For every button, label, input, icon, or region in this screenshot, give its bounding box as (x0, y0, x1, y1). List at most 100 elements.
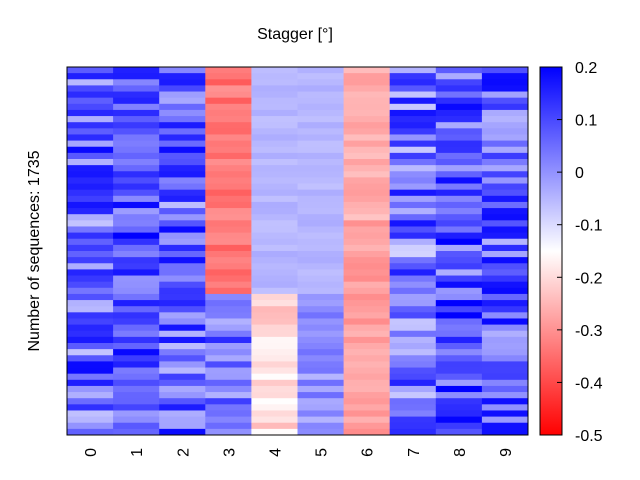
heatmap-cell (435, 398, 483, 405)
heatmap-cell (435, 214, 483, 221)
heatmap-cell (205, 220, 252, 227)
heatmap-cell (159, 404, 206, 411)
heatmap-cell (251, 404, 298, 411)
heatmap-cell (389, 214, 437, 221)
heatmap-cell (159, 73, 206, 80)
heatmap-cell (343, 232, 391, 240)
heatmap-cell (205, 416, 252, 424)
heatmap-cells (67, 67, 529, 436)
heatmap-cell (251, 146, 298, 154)
x-tick-label: 8 (452, 448, 469, 457)
heatmap-cell (481, 410, 529, 417)
heatmap-cell (481, 214, 529, 221)
colorbar (539, 66, 563, 436)
heatmap-cell (113, 324, 160, 332)
heatmap-cell (343, 257, 391, 264)
heatmap-cell (113, 355, 160, 362)
heatmap-cell (389, 404, 437, 411)
heatmap-cell (297, 152, 344, 160)
heatmap-cell (297, 416, 344, 424)
heatmap-cell (251, 226, 298, 233)
heatmap-cell (67, 183, 114, 191)
heatmap-cell (297, 159, 344, 166)
heatmap-cell (389, 134, 437, 141)
heatmap-cell (205, 79, 252, 86)
heatmap-cell (389, 306, 437, 313)
heatmap-cell (113, 257, 160, 264)
heatmap-cell (435, 410, 483, 417)
heatmap-cell (205, 336, 252, 344)
heatmap-cell (205, 159, 252, 166)
heatmap-cell (159, 361, 206, 368)
heatmap-cell (481, 91, 529, 99)
heatmap-cell (481, 361, 529, 368)
heatmap-cell (159, 109, 206, 117)
heatmap-cell (67, 159, 114, 166)
heatmap-cell (159, 103, 206, 111)
heatmap-cell (159, 232, 206, 240)
heatmap-cell (481, 244, 529, 252)
heatmap-cell (389, 165, 437, 172)
heatmap-cell (481, 165, 529, 172)
heatmap-cell (389, 73, 437, 80)
heatmap-cell (435, 152, 483, 160)
heatmap-cell (159, 91, 206, 99)
heatmap-cell (297, 257, 344, 264)
heatmap-cell (297, 214, 344, 221)
heatmap-cell (113, 263, 160, 270)
heatmap-cell (159, 330, 206, 338)
heatmap-cell (205, 275, 252, 283)
heatmap-cell (67, 91, 114, 99)
heatmap-cell (67, 244, 114, 252)
heatmap-cell (251, 300, 298, 307)
heatmap-cell (159, 177, 206, 184)
heatmap-cell (297, 103, 344, 111)
heatmap-cell (251, 361, 298, 368)
heatmap-cell (67, 343, 114, 350)
heatmap-cell (343, 330, 391, 338)
heatmap-cell (159, 287, 206, 295)
heatmap-cell (251, 257, 298, 264)
heatmap-cell (205, 208, 252, 215)
heatmap-cell (251, 195, 298, 203)
heatmap-cell (343, 318, 391, 325)
x-tick-label: 9 (498, 448, 515, 457)
heatmap-cell (481, 232, 529, 240)
heatmap-cell (343, 159, 391, 166)
heatmap-cell (113, 343, 160, 350)
x-tick-label: 5 (314, 448, 331, 457)
heatmap-cell (481, 330, 529, 338)
heatmap-cell (159, 379, 206, 387)
heatmap-cell (481, 324, 529, 332)
heatmap-cell (113, 159, 160, 166)
heatmap-cell (67, 269, 114, 276)
heatmap-cell (481, 416, 529, 424)
heatmap-cell (297, 79, 344, 86)
heatmap-cell (205, 214, 252, 221)
heatmap-cell (205, 318, 252, 325)
heatmap-cell (251, 349, 298, 356)
heatmap-cell (343, 116, 391, 123)
heatmap-cell (251, 232, 298, 240)
heatmap-cell (389, 251, 437, 258)
heatmap-cell (67, 330, 114, 338)
heatmap-cell (159, 318, 206, 325)
heatmap-cell (159, 146, 206, 154)
heatmap-cell (251, 385, 298, 393)
heatmap-cell (159, 367, 206, 375)
heatmap-cell (205, 226, 252, 233)
heatmap-cell (343, 404, 391, 411)
heatmap-cell (297, 306, 344, 313)
heatmap-cell (389, 220, 437, 227)
heatmap-cell (251, 67, 298, 74)
heatmap-cell (251, 330, 298, 338)
heatmap-cell (297, 318, 344, 325)
heatmap-cell (343, 367, 391, 375)
heatmap-cell (435, 343, 483, 350)
heatmap-cell (435, 238, 483, 246)
heatmap-cell (481, 355, 529, 362)
heatmap-cell (297, 422, 344, 430)
heatmap-cell (297, 201, 344, 209)
heatmap-cell (481, 269, 529, 276)
